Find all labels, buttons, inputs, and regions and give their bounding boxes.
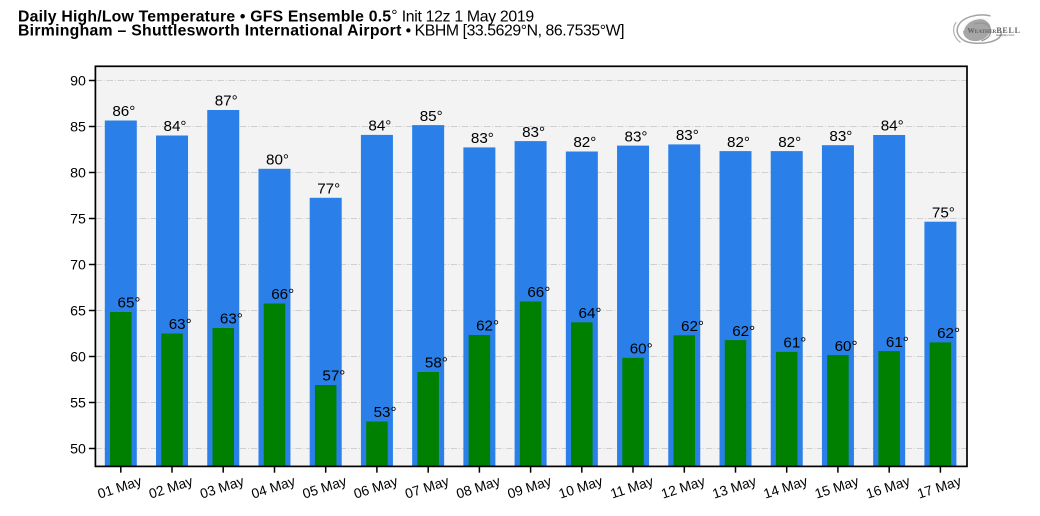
svg-text:06 May: 06 May: [352, 473, 400, 501]
svg-text:80: 80: [70, 166, 86, 182]
svg-text:15 May: 15 May: [813, 473, 861, 501]
svg-text:14 May: 14 May: [762, 473, 810, 501]
svg-text:75: 75: [70, 212, 86, 228]
svg-text:80°: 80°: [266, 152, 289, 169]
svg-text:WEATHERBELL: WEATHERBELL: [967, 26, 1020, 35]
svg-text:62°: 62°: [476, 318, 499, 335]
svg-text:63°: 63°: [169, 316, 192, 333]
svg-text:85: 85: [70, 120, 86, 136]
svg-text:02 May: 02 May: [147, 473, 195, 501]
svg-text:17 May: 17 May: [915, 473, 963, 501]
svg-text:13 May: 13 May: [711, 473, 759, 501]
svg-text:09 May: 09 May: [506, 473, 554, 501]
svg-text:77°: 77°: [317, 181, 340, 198]
svg-text:57°: 57°: [322, 368, 345, 385]
svg-text:84°: 84°: [368, 118, 391, 135]
svg-text:84°: 84°: [164, 118, 187, 135]
svg-text:05 May: 05 May: [301, 473, 349, 501]
svg-text:86°: 86°: [112, 103, 135, 120]
svg-text:66°: 66°: [271, 286, 294, 303]
svg-text:12 May: 12 May: [659, 473, 707, 501]
svg-text:70: 70: [70, 258, 86, 274]
svg-text:61°: 61°: [886, 334, 909, 351]
svg-text:Daily High/Low Temperature • G: Daily High/Low Temperature • GFS Ensembl…: [18, 8, 534, 26]
svg-text:04 May: 04 May: [250, 473, 298, 501]
svg-text:82°: 82°: [573, 134, 596, 151]
svg-text:58°: 58°: [425, 355, 448, 372]
svg-text:83°: 83°: [676, 127, 699, 144]
svg-text:85°: 85°: [420, 108, 443, 125]
svg-text:65: 65: [70, 304, 86, 320]
svg-text:62°: 62°: [732, 323, 755, 340]
svg-text:55: 55: [70, 396, 86, 412]
svg-text:83°: 83°: [829, 128, 852, 145]
svg-text:10 May: 10 May: [557, 473, 605, 501]
svg-text:Analytics LLC: Analytics LLC: [996, 33, 1015, 37]
svg-text:53°: 53°: [374, 404, 397, 421]
svg-text:08 May: 08 May: [454, 473, 502, 501]
svg-text:90: 90: [70, 74, 86, 90]
svg-text:01 May: 01 May: [96, 473, 144, 501]
svg-text:60°: 60°: [835, 338, 858, 355]
svg-text:62°: 62°: [937, 325, 960, 342]
svg-text:82°: 82°: [727, 134, 750, 151]
svg-text:16 May: 16 May: [864, 473, 912, 501]
svg-text:60: 60: [70, 350, 86, 366]
svg-text:83°: 83°: [471, 130, 494, 147]
svg-text:07 May: 07 May: [403, 473, 451, 501]
svg-text:11 May: 11 May: [608, 474, 655, 502]
svg-text:64°: 64°: [579, 305, 602, 322]
svg-text:03 May: 03 May: [198, 473, 246, 501]
svg-text:60°: 60°: [630, 341, 653, 358]
svg-text:75°: 75°: [932, 204, 955, 221]
svg-text:61°: 61°: [783, 335, 806, 352]
svg-text:65°: 65°: [118, 295, 141, 312]
svg-text:50: 50: [70, 442, 86, 458]
svg-text:83°: 83°: [625, 128, 648, 145]
svg-text:62°: 62°: [681, 318, 704, 335]
svg-text:63°: 63°: [220, 311, 243, 328]
svg-text:84°: 84°: [881, 118, 904, 135]
svg-text:66°: 66°: [527, 284, 550, 301]
svg-text:83°: 83°: [522, 124, 545, 141]
svg-text:82°: 82°: [778, 134, 801, 151]
svg-text:Birmingham – Shuttlesworth Int: Birmingham – Shuttlesworth International…: [18, 23, 624, 40]
svg-text:87°: 87°: [215, 93, 238, 110]
